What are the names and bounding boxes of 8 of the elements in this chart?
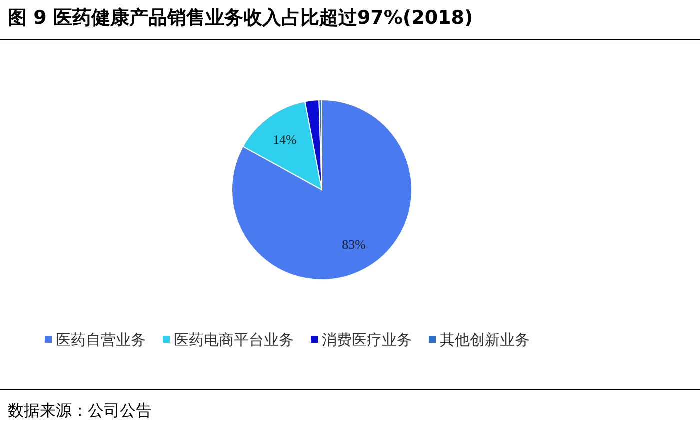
legend-label: 消费医疗业务	[322, 331, 412, 349]
data-label: 14%	[273, 132, 298, 148]
legend-label: 其他创新业务	[440, 331, 530, 349]
legend-label: 医药自营业务	[56, 331, 146, 349]
legend-label: 医药电商平台业务	[174, 331, 294, 349]
data-label: 83%	[342, 237, 366, 252]
source-note: 数据来源：公司公告	[8, 401, 152, 420]
chart-title: 图 9 医药健康产品销售业务收入占比超过97%(2018)	[8, 7, 474, 29]
